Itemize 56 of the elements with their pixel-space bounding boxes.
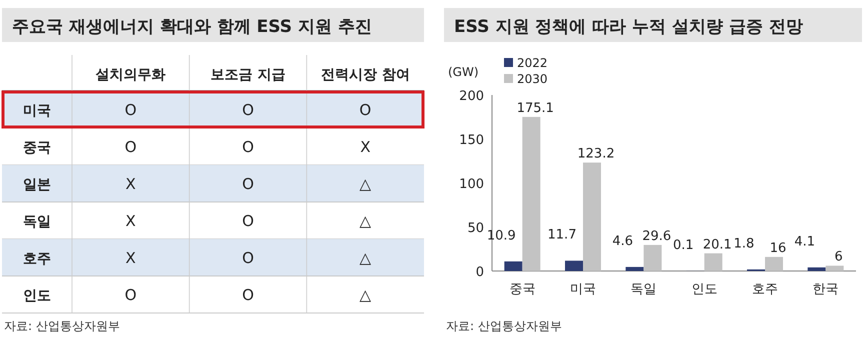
category-label: 보조금 지급 [210,67,286,83]
chart-title: ESS 지원 정책에 따라 누적 설치량 급증 전망 [454,17,803,37]
x-tick-label: 한국 [812,282,839,297]
category-label: 호주 [23,251,51,267]
data-label: 29.6 [642,228,672,244]
y-tick-label: 100 [459,177,484,192]
y-tick-label: 50 [467,221,484,236]
text: O [359,101,372,119]
category-label: 전력시장 참여 [320,67,410,83]
text: O [124,138,137,156]
data-label: 6 [834,250,843,265]
x-tick-label: 인도 [691,282,718,297]
text: O [242,249,254,267]
category-label: 미국 [23,103,51,119]
x-tick-label: 중국 [509,282,536,297]
text: 주요국 재생에너지 확대와 함께 ESS 지원 추진 [12,17,372,37]
data-label: 10.9 [486,228,516,244]
data-label: 16 [770,240,786,256]
text: X [360,138,370,156]
legend-label: 2022 [517,56,548,70]
text: O [242,101,254,119]
text: △ [360,286,372,304]
text: 자료: 산업통상자원부 [446,319,562,333]
text: △ [360,212,372,230]
y-tick-label: 200 [459,89,484,104]
text: 자료: 산업통상자원부 [4,319,120,333]
data-label: 1.8 [734,236,754,252]
data-label: 4.6 [612,234,634,249]
x-tick-label: 독일 [630,282,657,297]
y-tick-label: 150 [459,133,484,148]
text: X [126,212,136,230]
x-tick-label: 호주 [752,282,778,297]
text: O [242,175,254,193]
y-axis-title: (GW) [448,65,479,79]
text: O [242,138,254,156]
text: △ [360,249,372,267]
data-label: 175.1 [516,100,554,116]
category-label: 일본 [23,177,51,193]
data-label: 4.1 [794,234,816,250]
category-label: 설치의무화 [96,67,166,83]
category-label: 독일 [23,214,51,230]
legend-label: 2030 [517,72,548,86]
data-label: 0.1 [672,238,694,253]
text: △ [360,175,372,193]
text: X [126,249,136,267]
data-label: 11.7 [548,228,576,243]
text: O [124,101,137,119]
data-label: 123.2 [577,146,615,162]
text: O [242,286,254,304]
text: O [124,286,137,304]
y-tick-label: 0 [476,265,484,280]
text: O [242,212,254,230]
category-label: 중국 [23,140,51,156]
text: X [126,175,136,193]
data-label: 20.1 [702,237,732,252]
x-tick-label: 미국 [570,282,596,297]
